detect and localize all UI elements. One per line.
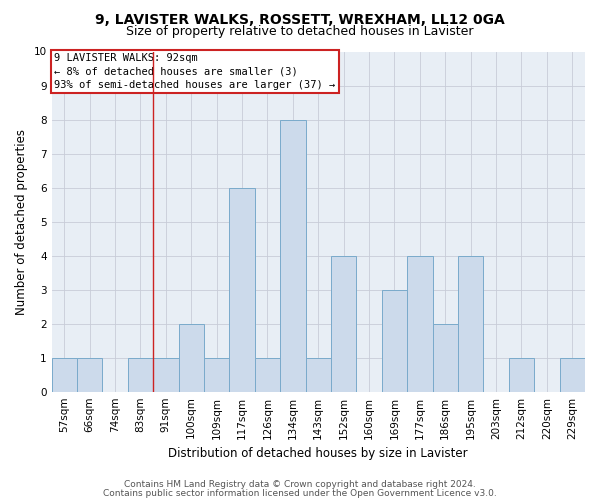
Bar [433, 324, 458, 392]
Bar [382, 290, 407, 392]
Text: Contains public sector information licensed under the Open Government Licence v3: Contains public sector information licen… [103, 488, 497, 498]
Bar [179, 324, 204, 392]
Bar [509, 358, 534, 392]
Bar [560, 358, 585, 392]
X-axis label: Distribution of detached houses by size in Lavister: Distribution of detached houses by size … [169, 447, 468, 460]
Bar [331, 256, 356, 392]
Y-axis label: Number of detached properties: Number of detached properties [15, 128, 28, 314]
Text: Size of property relative to detached houses in Lavister: Size of property relative to detached ho… [126, 25, 474, 38]
Bar [229, 188, 255, 392]
Bar [280, 120, 305, 392]
Bar [458, 256, 484, 392]
Bar [52, 358, 77, 392]
Bar [255, 358, 280, 392]
Bar [204, 358, 229, 392]
Text: 9 LAVISTER WALKS: 92sqm
← 8% of detached houses are smaller (3)
93% of semi-deta: 9 LAVISTER WALKS: 92sqm ← 8% of detached… [54, 53, 335, 90]
Text: 9, LAVISTER WALKS, ROSSETT, WREXHAM, LL12 0GA: 9, LAVISTER WALKS, ROSSETT, WREXHAM, LL1… [95, 12, 505, 26]
Text: Contains HM Land Registry data © Crown copyright and database right 2024.: Contains HM Land Registry data © Crown c… [124, 480, 476, 489]
Bar [128, 358, 153, 392]
Bar [153, 358, 179, 392]
Bar [77, 358, 103, 392]
Bar [407, 256, 433, 392]
Bar [305, 358, 331, 392]
